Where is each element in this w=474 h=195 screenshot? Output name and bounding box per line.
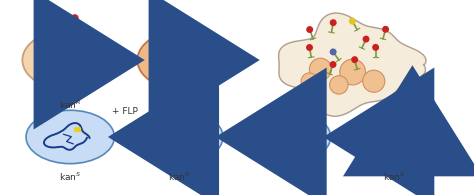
Text: kan$^S$: kan$^S$: [383, 171, 405, 183]
Ellipse shape: [242, 110, 330, 164]
Circle shape: [191, 42, 196, 47]
Text: kan$^R$: kan$^R$: [59, 99, 82, 111]
Circle shape: [383, 27, 388, 32]
Circle shape: [349, 18, 355, 24]
Ellipse shape: [135, 110, 223, 164]
Text: kan$^S$: kan$^S$: [59, 171, 82, 183]
Circle shape: [363, 70, 385, 92]
Circle shape: [158, 41, 164, 46]
Circle shape: [363, 36, 369, 42]
Ellipse shape: [22, 30, 118, 90]
Circle shape: [329, 76, 348, 94]
Circle shape: [340, 59, 365, 85]
Polygon shape: [279, 13, 426, 116]
Ellipse shape: [350, 110, 438, 164]
Ellipse shape: [137, 30, 233, 90]
Circle shape: [307, 27, 312, 32]
Circle shape: [301, 73, 318, 90]
Circle shape: [330, 62, 336, 67]
FancyBboxPatch shape: [74, 127, 81, 132]
Circle shape: [174, 57, 179, 62]
Circle shape: [197, 54, 201, 59]
Circle shape: [310, 58, 331, 80]
Text: + FLP: + FLP: [112, 107, 138, 116]
Circle shape: [352, 57, 357, 62]
FancyBboxPatch shape: [74, 51, 85, 58]
Circle shape: [330, 20, 336, 25]
Circle shape: [330, 49, 336, 55]
Circle shape: [198, 44, 203, 49]
Circle shape: [172, 36, 177, 41]
Circle shape: [72, 15, 78, 21]
Circle shape: [396, 97, 401, 103]
Circle shape: [187, 58, 192, 63]
Circle shape: [307, 45, 312, 50]
Circle shape: [373, 45, 378, 50]
Ellipse shape: [26, 110, 114, 164]
Text: kan$^R$: kan$^R$: [168, 171, 190, 183]
